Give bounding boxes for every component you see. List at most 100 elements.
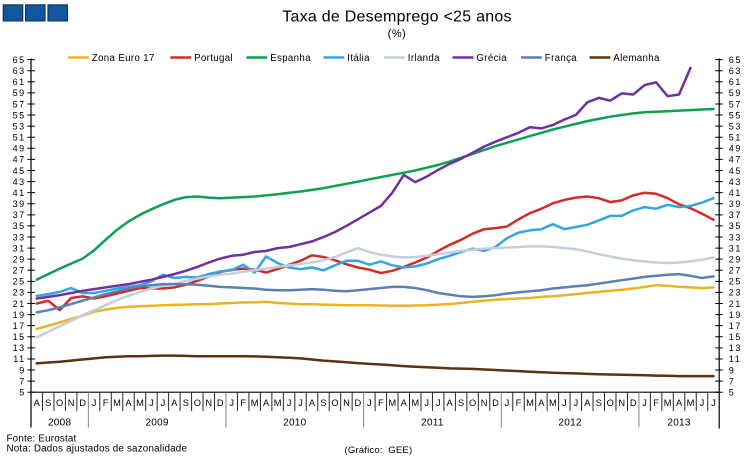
svg-text:M: M xyxy=(388,398,396,408)
svg-text:65: 65 xyxy=(13,55,26,65)
svg-text:37: 37 xyxy=(729,210,742,220)
svg-text:27: 27 xyxy=(13,266,26,276)
svg-text:J: J xyxy=(367,398,372,408)
svg-text:F: F xyxy=(516,398,522,408)
svg-text:Grécia: Grécia xyxy=(476,53,507,64)
svg-text:21: 21 xyxy=(13,299,26,309)
svg-text:2010: 2010 xyxy=(283,417,307,428)
svg-text:A: A xyxy=(34,398,41,408)
svg-text:O: O xyxy=(194,398,201,408)
svg-text:21: 21 xyxy=(729,299,742,309)
svg-text:27: 27 xyxy=(729,266,742,276)
svg-text:9: 9 xyxy=(19,365,26,375)
svg-text:9: 9 xyxy=(729,365,736,375)
svg-text:61: 61 xyxy=(13,77,26,87)
svg-text:O: O xyxy=(56,398,63,408)
svg-text:49: 49 xyxy=(729,144,742,154)
svg-text:M: M xyxy=(113,398,121,408)
svg-text:7: 7 xyxy=(729,376,736,386)
svg-text:J: J xyxy=(149,398,154,408)
svg-text:D: D xyxy=(630,398,637,408)
svg-text:43: 43 xyxy=(729,177,742,187)
svg-text:Itália: Itália xyxy=(347,53,370,64)
svg-text:M: M xyxy=(274,398,282,408)
svg-text:17: 17 xyxy=(13,321,26,331)
svg-text:53: 53 xyxy=(13,121,26,131)
svg-text:5: 5 xyxy=(19,388,26,398)
svg-text:A: A xyxy=(125,398,132,408)
svg-text:51: 51 xyxy=(13,133,26,143)
svg-text:A: A xyxy=(584,398,591,408)
svg-text:França: França xyxy=(545,53,578,64)
svg-text:57: 57 xyxy=(13,99,26,109)
svg-text:J: J xyxy=(298,398,303,408)
svg-text:A: A xyxy=(263,398,270,408)
svg-text:J: J xyxy=(287,398,292,408)
svg-text:31: 31 xyxy=(13,243,26,253)
svg-text:35: 35 xyxy=(13,221,26,231)
svg-text:Fonte: Eurostat: Fonte: Eurostat xyxy=(7,433,77,444)
svg-text:J: J xyxy=(574,398,579,408)
svg-text:(%): (%) xyxy=(388,28,407,40)
svg-text:59: 59 xyxy=(13,88,26,98)
svg-text:49: 49 xyxy=(13,144,26,154)
svg-text:47: 47 xyxy=(729,155,742,165)
svg-text:J: J xyxy=(424,398,429,408)
svg-text:F: F xyxy=(240,398,246,408)
svg-text:A: A xyxy=(676,398,683,408)
svg-text:A: A xyxy=(538,398,545,408)
svg-text:S: S xyxy=(320,398,326,408)
svg-text:29: 29 xyxy=(729,254,742,264)
svg-text:Alemanha: Alemanha xyxy=(613,53,660,64)
svg-text:23: 23 xyxy=(13,288,26,298)
svg-text:23: 23 xyxy=(729,288,742,298)
svg-text:M: M xyxy=(526,398,534,408)
svg-text:55: 55 xyxy=(729,110,742,120)
svg-text:Zona Euro 17: Zona Euro 17 xyxy=(92,53,155,64)
svg-text:J: J xyxy=(92,398,97,408)
svg-text:5: 5 xyxy=(729,388,736,398)
svg-text:(Gráfico: GEE): (Gráfico: GEE) xyxy=(345,445,413,456)
svg-text:2009: 2009 xyxy=(145,417,169,428)
svg-text:A: A xyxy=(309,398,316,408)
svg-text:O: O xyxy=(331,398,338,408)
svg-text:Taxa de Desemprego <25 anos: Taxa de Desemprego <25 anos xyxy=(282,8,512,25)
svg-text:D: D xyxy=(79,398,86,408)
svg-text:59: 59 xyxy=(729,88,742,98)
svg-text:D: D xyxy=(492,398,499,408)
svg-text:N: N xyxy=(205,398,212,408)
svg-text:25: 25 xyxy=(729,277,742,287)
svg-text:N: N xyxy=(68,398,75,408)
svg-text:A: A xyxy=(401,398,408,408)
svg-text:A: A xyxy=(171,398,178,408)
svg-text:J: J xyxy=(562,398,567,408)
svg-text:S: S xyxy=(183,398,189,408)
svg-text:N: N xyxy=(481,398,488,408)
svg-text:F: F xyxy=(103,398,109,408)
svg-text:45: 45 xyxy=(729,166,742,176)
svg-text:J: J xyxy=(161,398,166,408)
svg-text:Espanha: Espanha xyxy=(270,53,311,64)
svg-text:57: 57 xyxy=(729,99,742,109)
svg-text:39: 39 xyxy=(13,199,26,209)
svg-text:15: 15 xyxy=(729,332,742,342)
svg-text:25: 25 xyxy=(13,277,26,287)
svg-text:35: 35 xyxy=(729,221,742,231)
svg-text:F: F xyxy=(378,398,384,408)
svg-text:29: 29 xyxy=(13,254,26,264)
svg-text:A: A xyxy=(447,398,454,408)
svg-text:S: S xyxy=(45,398,51,408)
svg-text:41: 41 xyxy=(729,188,742,198)
svg-text:39: 39 xyxy=(729,199,742,209)
svg-text:55: 55 xyxy=(13,110,26,120)
svg-text:19: 19 xyxy=(13,310,26,320)
svg-text:13: 13 xyxy=(729,343,742,353)
svg-text:O: O xyxy=(469,398,476,408)
svg-text:11: 11 xyxy=(729,354,742,364)
svg-text:43: 43 xyxy=(13,177,26,187)
svg-text:M: M xyxy=(251,398,259,408)
svg-text:D: D xyxy=(217,398,224,408)
svg-text:M: M xyxy=(136,398,144,408)
svg-text:2011: 2011 xyxy=(421,417,444,428)
svg-text:S: S xyxy=(596,398,602,408)
